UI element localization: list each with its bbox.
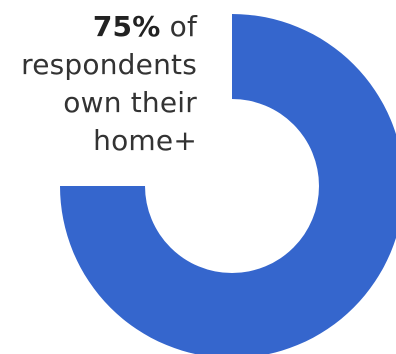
caption-line-2: respondents [21,48,197,81]
caption-line-1: 75% of [1,8,197,46]
caption-of: of [169,10,197,43]
donut-slice-owners [60,14,396,354]
chart-caption: 75% of respondents own their home+ [1,8,197,160]
percentage-value: 75% [92,10,161,43]
caption-line-3: own their [63,86,197,119]
caption-line-4: home+ [93,124,197,157]
